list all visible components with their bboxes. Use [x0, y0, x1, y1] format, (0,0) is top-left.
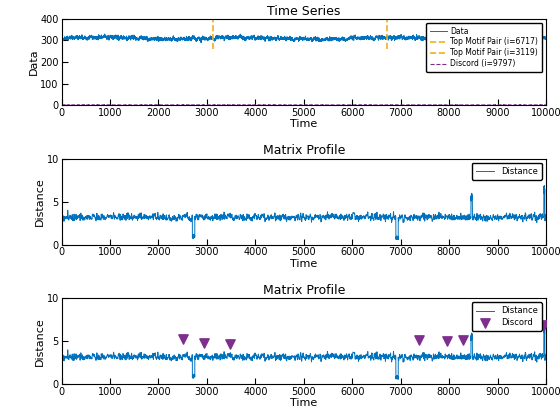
Discord	[540, 321, 549, 328]
Title: Time Series: Time Series	[267, 5, 340, 18]
Data	[543, 36, 549, 41]
Line: Data: Data	[62, 34, 546, 42]
Discord (i=9797)	[174, 102, 181, 107]
Distance	[58, 215, 65, 220]
Distance	[517, 354, 524, 359]
Top Motif Pair (i=6717)	[384, 16, 390, 21]
Distance	[60, 358, 67, 363]
Discord (i=9797)	[295, 102, 302, 108]
Distance	[58, 355, 65, 360]
Discord	[414, 336, 423, 343]
Line: Distance: Distance	[62, 325, 546, 379]
X-axis label: Time: Time	[290, 119, 318, 129]
Data	[101, 32, 108, 37]
Data	[78, 34, 85, 39]
X-axis label: Time: Time	[290, 259, 318, 269]
Distance	[295, 353, 302, 358]
Distance	[153, 357, 160, 362]
Distance	[541, 183, 548, 188]
Discord (i=9797)	[543, 102, 549, 108]
Top Motif Pair (i=3119)	[209, 16, 216, 21]
Discord	[178, 335, 187, 342]
Distance	[395, 237, 402, 242]
Discord	[200, 339, 209, 346]
Distance	[78, 216, 85, 221]
Distance	[153, 217, 160, 222]
Distance	[395, 377, 402, 382]
Legend: Distance, Discord: Distance, Discord	[472, 302, 542, 331]
Distance	[541, 323, 548, 328]
Discord (i=9797)	[58, 102, 65, 108]
Distance	[60, 218, 67, 223]
Y-axis label: Distance: Distance	[35, 177, 45, 226]
Distance	[543, 218, 549, 223]
Distance	[87, 214, 94, 219]
Discord	[458, 337, 467, 344]
Data	[153, 35, 160, 40]
Discord (i=9797)	[60, 102, 67, 108]
Distance	[87, 354, 94, 359]
Data	[58, 34, 65, 39]
Legend: Distance: Distance	[472, 163, 542, 180]
Discord (i=9797)	[517, 102, 524, 108]
Discord (i=9797)	[225, 102, 231, 108]
Discord (i=9797)	[87, 102, 94, 108]
Data	[60, 37, 67, 42]
Y-axis label: Data: Data	[29, 49, 39, 75]
Discord	[531, 311, 540, 318]
Distance	[517, 214, 524, 219]
Distance	[543, 357, 549, 362]
Distance	[295, 213, 302, 218]
Discord	[442, 337, 451, 344]
Data	[198, 40, 204, 45]
Legend: Data, Top Motif Pair (i=6717), Top Motif Pair (i=3119), Discord (i=9797): Data, Top Motif Pair (i=6717), Top Motif…	[426, 23, 542, 72]
Title: Matrix Profile: Matrix Profile	[263, 284, 345, 297]
Title: Matrix Profile: Matrix Profile	[263, 144, 345, 158]
Line: Distance: Distance	[62, 185, 546, 240]
X-axis label: Time: Time	[290, 399, 318, 409]
Distance	[78, 356, 85, 361]
Discord (i=9797)	[78, 102, 85, 108]
Data	[517, 36, 524, 41]
Data	[295, 37, 302, 42]
Top Motif Pair (i=6717)	[384, 47, 390, 52]
Data	[87, 34, 94, 39]
Top Motif Pair (i=3119)	[209, 47, 216, 52]
Y-axis label: Distance: Distance	[35, 317, 45, 365]
Discord (i=9797)	[153, 102, 160, 108]
Discord	[226, 341, 235, 348]
